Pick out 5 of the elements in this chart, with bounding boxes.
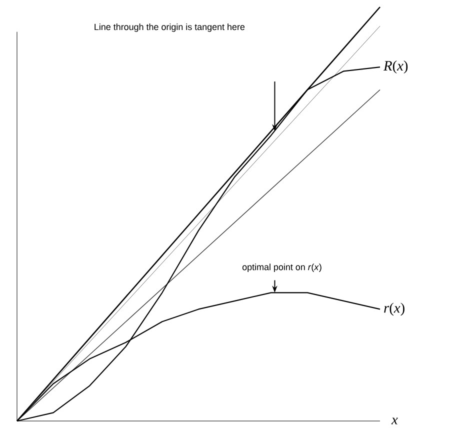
annotation: Line through the origin is tangent here — [94, 24, 245, 32]
x-axis-title: x — [391, 418, 398, 424]
series-label: r(x) — [384, 302, 404, 316]
series-label: R(x) — [383, 60, 408, 74]
annotation: optimal point on r(x) — [242, 264, 322, 272]
